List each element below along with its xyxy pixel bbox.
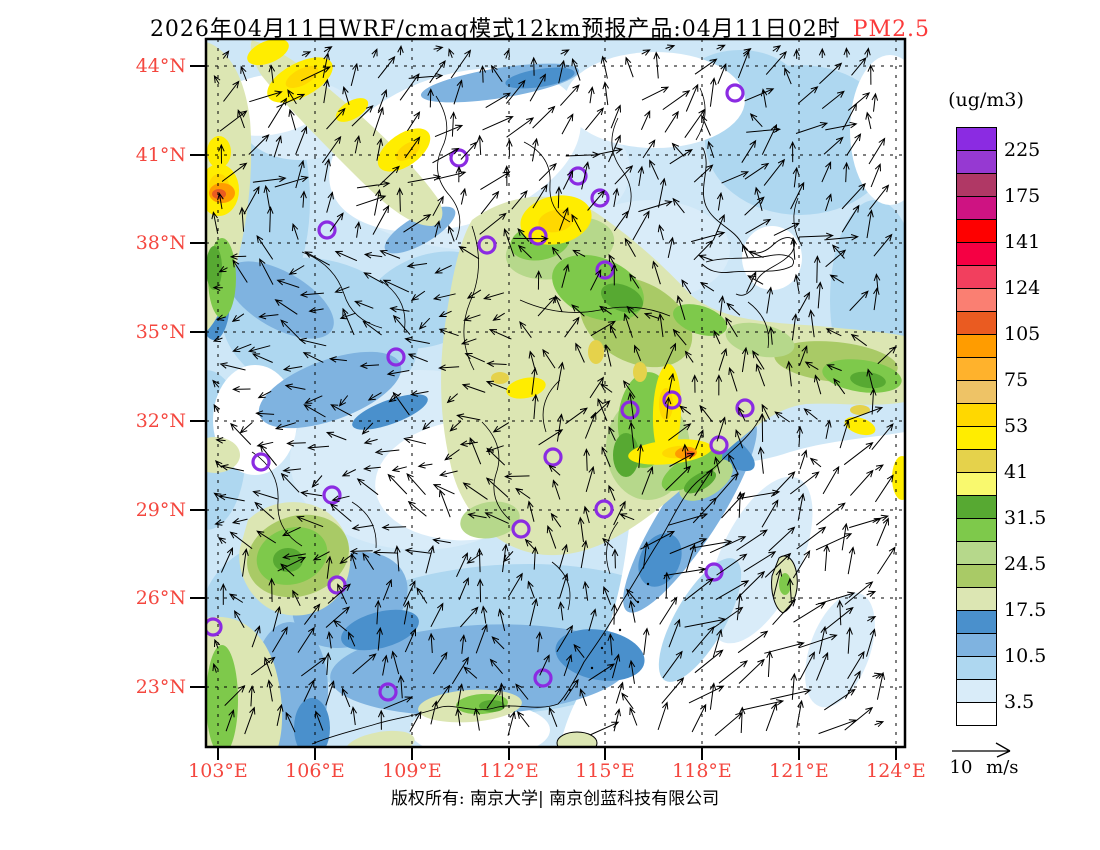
lat-label-32°N: 32°N	[135, 410, 186, 432]
lat-label-35°N: 35°N	[135, 321, 186, 343]
station-marker-8	[386, 347, 406, 367]
legend-cell-10	[956, 357, 997, 381]
station-marker-16	[594, 499, 614, 519]
station-marker-5	[477, 235, 497, 255]
legend-label-41: 41	[1004, 461, 1029, 483]
lon-label-121°E: 121°E	[769, 760, 829, 782]
legend-cell-14	[956, 449, 997, 473]
station-marker-20	[206, 617, 223, 637]
station-marker-0	[725, 83, 745, 103]
station-marker-2	[590, 188, 610, 208]
legend-label-105: 105	[1004, 323, 1041, 345]
lat-label-23°N: 23°N	[135, 676, 186, 698]
wind-vector-field	[211, 44, 897, 736]
legend-cell-9	[956, 334, 997, 358]
legend-label-75: 75	[1004, 369, 1029, 391]
axis-ticks	[190, 65, 897, 760]
legend-cell-8	[956, 311, 997, 335]
legend-label-53: 53	[1004, 415, 1029, 437]
station-marker-9	[662, 390, 682, 410]
legend-label-17.5: 17.5	[1004, 599, 1047, 621]
station-marker-4	[317, 220, 337, 240]
legend-label-124: 124	[1004, 277, 1041, 299]
map-border	[204, 37, 907, 749]
legend-cell-24	[956, 679, 997, 703]
legend-cell-25	[956, 702, 997, 726]
latlon-gridlines	[206, 39, 905, 747]
legend-label-225: 225	[1004, 139, 1041, 161]
legend-cell-7	[956, 288, 997, 312]
lon-label-109°E: 109°E	[382, 760, 442, 782]
lat-label-38°N: 38°N	[135, 232, 186, 254]
pm25-contour-field	[206, 39, 905, 747]
legend-cell-21	[956, 610, 997, 634]
station-markers	[206, 83, 755, 702]
station-marker-10	[620, 400, 640, 420]
legend-cell-11	[956, 380, 997, 404]
lon-label-106°E: 106°E	[285, 760, 345, 782]
wind-scale-arrow	[952, 742, 1011, 758]
legend-cell-16	[956, 495, 997, 519]
legend-cell-4	[956, 219, 997, 243]
legend-unit-label: (ug/m3)	[948, 89, 1024, 111]
station-marker-21	[378, 682, 398, 702]
station-marker-14	[251, 452, 271, 472]
legend-cell-12	[956, 403, 997, 427]
station-marker-19	[327, 575, 347, 595]
station-marker-7	[595, 260, 615, 280]
lon-label-112°E: 112°E	[479, 760, 539, 782]
station-marker-15	[322, 485, 342, 505]
station-marker-6	[528, 226, 548, 246]
station-marker-11	[735, 398, 755, 418]
lat-label-26°N: 26°N	[135, 587, 186, 609]
legend-cell-18	[956, 541, 997, 565]
legend-label-175: 175	[1004, 185, 1041, 207]
wind-scale-label: 10 m/s	[949, 757, 1019, 778]
lat-label-41°N: 41°N	[135, 144, 186, 166]
station-marker-17	[511, 519, 531, 539]
legend-cell-0	[956, 127, 997, 151]
lon-label-118°E: 118°E	[672, 760, 732, 782]
lon-label-103°E: 103°E	[188, 760, 248, 782]
legend-label-31.5: 31.5	[1004, 507, 1047, 529]
legend-label-3.5: 3.5	[1004, 691, 1035, 713]
legend-label-10.5: 10.5	[1004, 645, 1047, 667]
legend-cell-3	[956, 196, 997, 220]
legend-label-141: 141	[1004, 231, 1041, 253]
legend-label-24.5: 24.5	[1004, 553, 1047, 575]
legend-cell-19	[956, 564, 997, 588]
station-marker-22	[533, 668, 553, 688]
legend-cell-22	[956, 633, 997, 657]
lat-label-44°N: 44°N	[135, 55, 186, 77]
legend-cell-23	[956, 656, 997, 680]
legend-cell-6	[956, 265, 997, 289]
station-marker-13	[543, 447, 563, 467]
lon-label-115°E: 115°E	[575, 760, 635, 782]
legend-cell-15	[956, 472, 997, 496]
legend-cell-17	[956, 518, 997, 542]
copyright-text: 版权所有: 南京大学| 南京创蓝科技有限公司	[390, 789, 720, 809]
legend-cell-5	[956, 242, 997, 266]
lon-label-124°E: 124°E	[866, 760, 926, 782]
lat-label-29°N: 29°N	[135, 499, 186, 521]
legend-cell-2	[956, 173, 997, 197]
station-marker-18	[704, 562, 724, 582]
legend-cell-13	[956, 426, 997, 450]
legend-cell-1	[956, 150, 997, 174]
legend-cell-20	[956, 587, 997, 611]
